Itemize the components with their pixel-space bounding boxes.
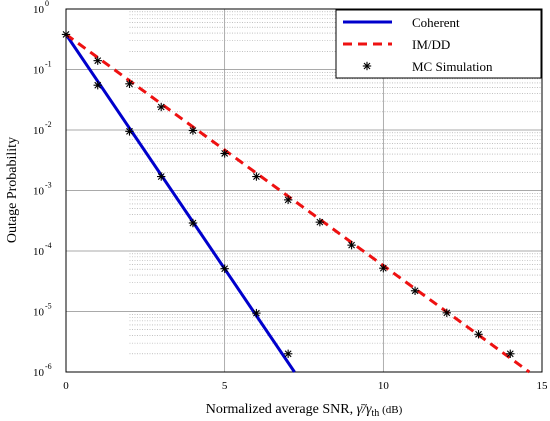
- x-tick-label: 15: [537, 380, 549, 392]
- y-tick-base: 10: [33, 125, 45, 137]
- mc-simulation-marker: [347, 240, 356, 250]
- legend-imdd-label: IM/DD: [412, 37, 450, 52]
- mc-simulation-marker: [252, 308, 261, 318]
- mc-simulation-marker: [61, 30, 71, 39]
- legend: Coherent IM/DD MC Simulation: [335, 9, 542, 79]
- mc-simulation-marker: [442, 308, 451, 318]
- mc-simulation-marker: [93, 56, 102, 65]
- x-tick-label: 5: [222, 380, 228, 392]
- mc-simulation-marker: [506, 349, 515, 358]
- mc-simulation-marker: [283, 195, 293, 205]
- y-tick-exponent: -5: [45, 302, 52, 311]
- mc-simulation-marker: [188, 218, 198, 228]
- y-tick-base: 10: [33, 246, 45, 258]
- mc-simulation-marker: [410, 286, 420, 295]
- y-tick-base: 10: [33, 367, 45, 379]
- x-axis-title: Normalized average SNR, γ̄/γth (dB): [206, 402, 403, 419]
- legend-mc-marker: [362, 61, 372, 71]
- mc-simulation-marker: [157, 172, 166, 181]
- mc-simulation-marker: [315, 217, 325, 227]
- y-tick-exponent: 0: [45, 0, 49, 8]
- y-axis-title: Outage Probability: [5, 137, 20, 243]
- x-tick-label: 10: [378, 380, 390, 392]
- mc-simulation-marker: [157, 102, 166, 112]
- series-layer: [61, 30, 531, 374]
- y-tick-base: 10: [33, 186, 45, 198]
- y-tick-exponent: -4: [45, 241, 52, 250]
- x-tick-label: 0: [63, 380, 69, 392]
- mc-simulation-marker: [220, 264, 229, 273]
- y-tick-exponent: -3: [45, 181, 52, 190]
- y-tick-base: 10: [33, 65, 45, 77]
- plot-frame: [65, 8, 543, 373]
- y-tick-base: 10: [33, 307, 45, 319]
- mc-simulation-marker: [474, 330, 483, 339]
- y-tick-exponent: -2: [45, 120, 52, 129]
- legend-marker-star: [362, 61, 372, 71]
- mc-simulation-marker: [125, 127, 134, 136]
- mc-simulation-marker: [252, 172, 261, 181]
- mc-simulation-marker: [379, 263, 388, 273]
- mc-simulation-marker: [188, 126, 198, 135]
- y-tick-exponent: -1: [45, 60, 52, 69]
- legend-mc-label: MC Simulation: [412, 59, 493, 74]
- y-tick-exponent: -6: [45, 362, 52, 371]
- mc-simulation-marker: [93, 81, 102, 90]
- y-tick-base: 10: [33, 4, 45, 16]
- series-imdd-line: [65, 33, 531, 374]
- mc-simulation-marker: [125, 79, 134, 89]
- mc-simulation-marker: [220, 149, 229, 158]
- mc-simulation-marker: [283, 349, 293, 358]
- legend-coherent-label: Coherent: [412, 15, 460, 30]
